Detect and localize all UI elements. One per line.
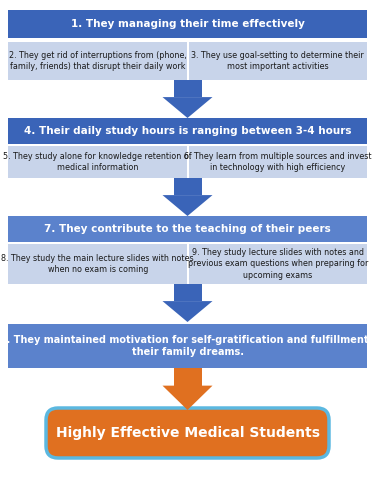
FancyBboxPatch shape [46,408,329,458]
Polygon shape [162,195,213,216]
Text: 1. They managing their time effectively: 1. They managing their time effectively [70,19,304,29]
Bar [189,244,367,284]
Bar [174,368,201,386]
Text: 6. They learn from multiple sources and invest
in technology with high efficienc: 6. They learn from multiple sources and … [184,152,372,172]
Text: Highly Effective Medical Students: Highly Effective Medical Students [56,426,320,440]
Bar [8,42,186,80]
Text: 5. They study alone for knowledge retention of
medical information: 5. They study alone for knowledge retent… [3,152,192,172]
Bar [174,80,201,97]
Bar [8,324,367,368]
Text: 3. They use goal-setting to determine their
most important activities: 3. They use goal-setting to determine th… [191,51,364,71]
Polygon shape [162,301,213,322]
Text: 2. They get rid of interruptions from (phone,
family, friends) that disrupt thei: 2. They get rid of interruptions from (p… [9,51,187,71]
Bar [189,42,367,80]
Text: 4. Their daily study hours is ranging between 3-4 hours: 4. Their daily study hours is ranging be… [24,126,351,136]
Bar [174,178,201,195]
Text: 8. They study the main lecture slides with notes
when no exam is coming: 8. They study the main lecture slides wi… [2,254,194,274]
Text: 7. They contribute to the teaching of their peers: 7. They contribute to the teaching of th… [44,224,331,234]
Text: 9. They study lecture slides with notes and
previous exam questions when prepari: 9. They study lecture slides with notes … [188,248,368,280]
Polygon shape [162,386,213,410]
Bar [8,244,186,284]
Text: 10. They maintained motivation for self-gratification and fulfillment of
their f: 10. They maintained motivation for self-… [0,335,375,357]
Polygon shape [162,97,213,118]
Bar [8,146,186,178]
Bar [8,216,367,242]
Bar [189,146,367,178]
Bar [8,10,367,38]
Bar [174,284,201,301]
Bar [8,118,367,144]
